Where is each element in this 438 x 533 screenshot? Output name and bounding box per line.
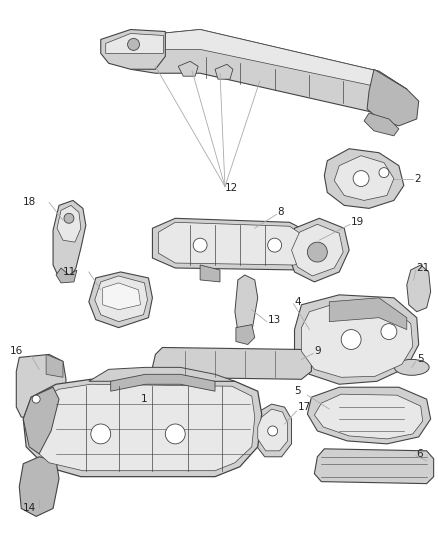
Polygon shape [95, 276, 148, 321]
Circle shape [32, 395, 40, 403]
Polygon shape [159, 222, 307, 265]
Polygon shape [307, 387, 431, 444]
Text: 19: 19 [351, 217, 364, 227]
Ellipse shape [394, 359, 429, 375]
Polygon shape [53, 200, 86, 280]
Circle shape [193, 238, 207, 252]
Polygon shape [103, 283, 141, 310]
Circle shape [127, 38, 140, 51]
Text: 11: 11 [63, 267, 76, 277]
Polygon shape [56, 268, 77, 283]
Circle shape [381, 324, 397, 340]
Polygon shape [236, 325, 255, 344]
Polygon shape [57, 205, 81, 242]
Circle shape [268, 238, 282, 252]
Polygon shape [131, 29, 407, 116]
Polygon shape [314, 449, 434, 483]
Polygon shape [301, 302, 413, 377]
Circle shape [353, 171, 369, 187]
Polygon shape [294, 295, 419, 384]
Text: 16: 16 [9, 346, 23, 357]
Text: 8: 8 [278, 207, 284, 217]
Polygon shape [23, 387, 59, 454]
Polygon shape [364, 113, 399, 136]
Polygon shape [292, 224, 343, 276]
Polygon shape [89, 367, 235, 381]
Polygon shape [101, 29, 165, 69]
Circle shape [268, 426, 278, 436]
Text: 1: 1 [141, 394, 147, 404]
Polygon shape [29, 384, 255, 471]
Text: 6: 6 [417, 449, 424, 459]
Text: 12: 12 [225, 183, 238, 193]
Polygon shape [314, 394, 423, 439]
Polygon shape [106, 34, 163, 53]
Text: 18: 18 [23, 197, 36, 207]
Polygon shape [23, 379, 262, 477]
Polygon shape [160, 29, 407, 89]
Polygon shape [152, 219, 314, 270]
Circle shape [64, 213, 74, 223]
Polygon shape [16, 354, 66, 419]
Polygon shape [288, 219, 349, 282]
Polygon shape [89, 272, 152, 328]
Text: 9: 9 [314, 346, 321, 357]
Polygon shape [367, 69, 419, 126]
Text: 4: 4 [294, 297, 301, 307]
Polygon shape [334, 156, 394, 200]
Polygon shape [258, 409, 288, 451]
Text: 17: 17 [297, 402, 311, 412]
Polygon shape [235, 275, 258, 337]
Text: 2: 2 [414, 174, 420, 183]
Polygon shape [152, 348, 311, 379]
Circle shape [379, 168, 389, 177]
Text: 14: 14 [23, 504, 36, 513]
Text: 5: 5 [417, 354, 424, 365]
Polygon shape [178, 61, 198, 76]
Text: 13: 13 [268, 314, 281, 325]
Text: 5: 5 [294, 386, 301, 396]
Polygon shape [19, 457, 59, 516]
Polygon shape [324, 149, 404, 208]
Polygon shape [329, 298, 407, 329]
Polygon shape [215, 64, 233, 79]
Circle shape [91, 424, 111, 444]
Circle shape [341, 329, 361, 350]
Polygon shape [111, 374, 215, 391]
Polygon shape [255, 404, 292, 457]
Polygon shape [200, 265, 220, 282]
Text: 21: 21 [417, 263, 430, 273]
Polygon shape [407, 265, 431, 312]
Circle shape [307, 242, 327, 262]
Circle shape [165, 424, 185, 444]
Polygon shape [46, 354, 63, 377]
